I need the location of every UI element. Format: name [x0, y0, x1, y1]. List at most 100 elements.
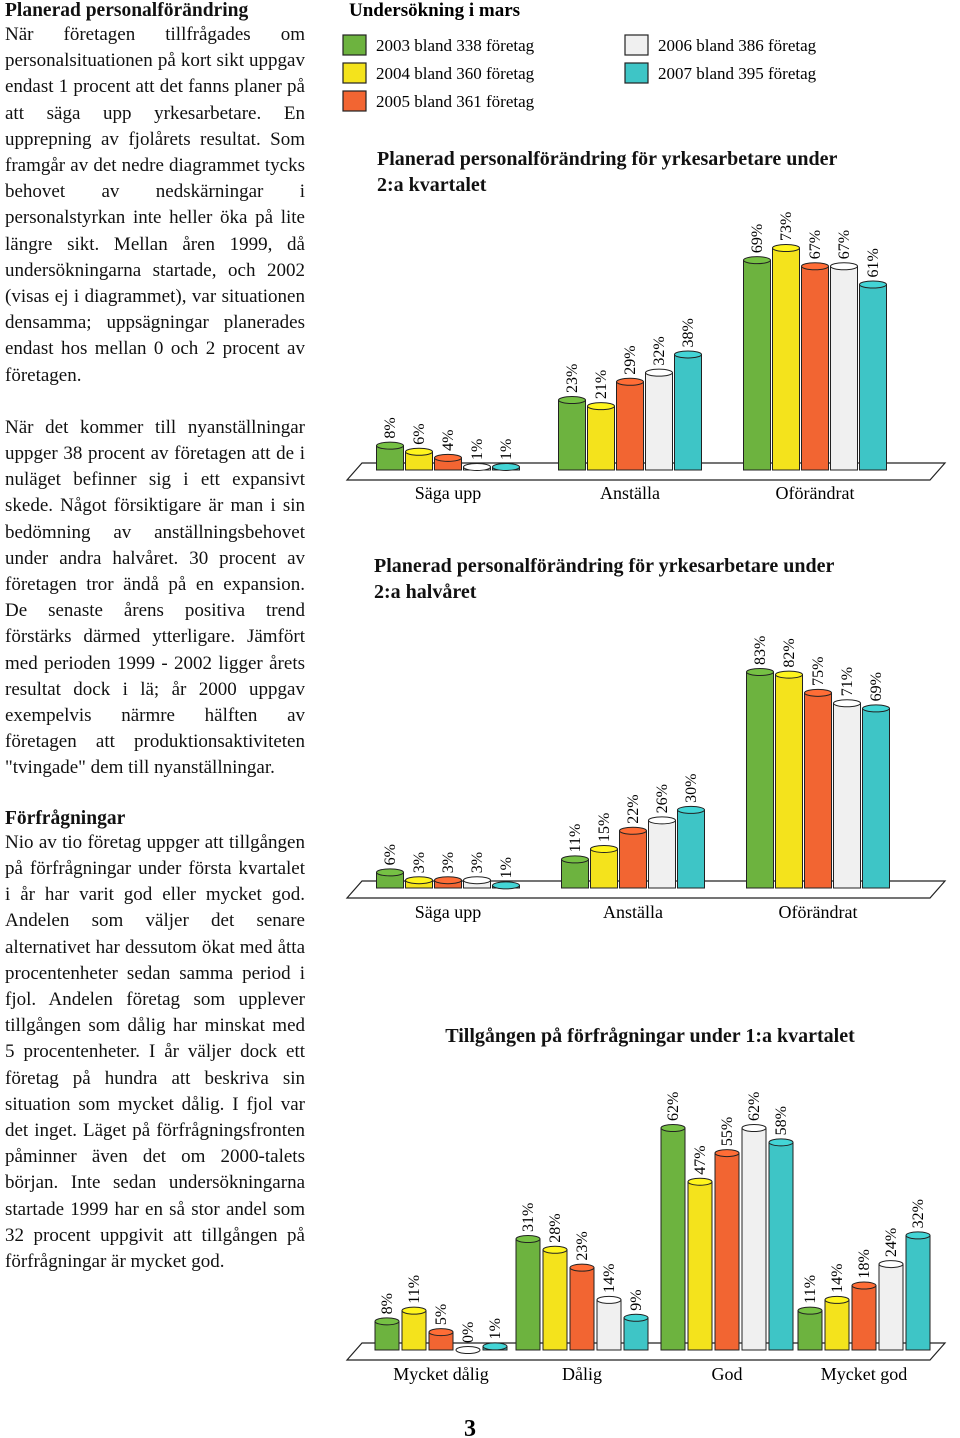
bar-group	[590, 844, 618, 889]
value-label: 23%	[574, 1231, 591, 1260]
bar	[878, 1263, 904, 1351]
value-label: 1%	[469, 439, 486, 460]
bar-top	[542, 1245, 568, 1254]
legend-label: 2004 bland 360 företag	[376, 64, 535, 83]
bar-group	[482, 1342, 508, 1351]
bar-top	[660, 1124, 686, 1132]
bar-top	[772, 244, 800, 252]
category-label: Dålig	[562, 1364, 602, 1384]
chart-title: Planerad personalförändring för yrkesarb…	[374, 555, 834, 603]
value-label: 1%	[498, 439, 515, 460]
category-label: Anställa	[603, 902, 663, 922]
bar-group	[434, 876, 462, 889]
bar	[772, 247, 800, 471]
bar-group	[558, 396, 586, 471]
value-label: 1%	[498, 857, 515, 878]
value-label: 67%	[807, 230, 824, 259]
value-label: 0%	[460, 1322, 477, 1343]
bar-group	[596, 1295, 622, 1351]
page-number: 3	[464, 1416, 476, 1438]
bar-group	[830, 262, 858, 471]
bar	[797, 1310, 823, 1351]
bar	[376, 445, 404, 471]
bar-top	[619, 826, 647, 835]
value-label: 23%	[564, 364, 581, 393]
bar-group	[492, 462, 520, 471]
value-label: 47%	[692, 1145, 709, 1174]
bar-top	[405, 876, 433, 885]
bar	[590, 848, 618, 889]
value-label: 28%	[547, 1213, 564, 1242]
category-label: Mycket dålig	[393, 1364, 488, 1384]
bar-top	[587, 402, 615, 411]
bar	[862, 707, 890, 889]
legend-swatch	[624, 62, 649, 84]
bar-top	[463, 462, 491, 471]
bar-top	[596, 1295, 622, 1304]
value-label: 69%	[868, 672, 885, 701]
bar-group	[648, 816, 676, 889]
bar	[619, 830, 647, 889]
bar-top	[434, 453, 462, 462]
bar	[687, 1181, 713, 1351]
heading: Förfrågningar	[5, 807, 126, 829]
value-label: 82%	[781, 638, 798, 667]
bar	[542, 1249, 568, 1351]
category-label: Säga upp	[415, 902, 482, 922]
bar-group	[824, 1295, 850, 1351]
bar-group	[772, 244, 800, 471]
value-label: 11%	[406, 1275, 423, 1304]
value-label: 62%	[665, 1092, 682, 1121]
bar-group	[743, 256, 771, 471]
bar-top	[492, 462, 520, 471]
bar-group	[405, 447, 433, 471]
bar	[660, 1127, 686, 1351]
bar-group	[434, 453, 462, 471]
bar	[801, 265, 829, 471]
bar-group	[376, 441, 404, 471]
bar-top	[878, 1260, 904, 1269]
bar-top	[623, 1313, 649, 1322]
bar-group	[797, 1306, 823, 1351]
bar-top	[558, 396, 586, 405]
value-label: 11%	[802, 1275, 819, 1304]
bar-top	[862, 704, 890, 713]
bar-top	[455, 1346, 481, 1354]
bar	[674, 353, 702, 471]
bar-top	[405, 447, 433, 456]
bar-group	[616, 377, 644, 471]
bar	[859, 283, 887, 471]
bar-group	[862, 704, 890, 889]
value-label: 71%	[839, 667, 856, 696]
bar-group	[428, 1328, 454, 1351]
value-label: 4%	[440, 430, 457, 451]
legend-swatch	[342, 34, 367, 56]
bar-top	[851, 1281, 877, 1290]
value-label: 22%	[625, 794, 642, 823]
bar-top	[859, 280, 887, 289]
bar-top	[515, 1235, 541, 1243]
bar	[558, 399, 586, 471]
value-label: 9%	[628, 1289, 645, 1310]
bar	[743, 259, 771, 471]
bar	[833, 702, 861, 889]
bar-group	[561, 855, 589, 889]
bar-top	[804, 688, 832, 697]
bar-group	[674, 350, 702, 471]
bar-top	[482, 1342, 508, 1351]
value-label: 75%	[810, 656, 827, 685]
paragraph: När företagen tillfrågades om personalsi…	[5, 24, 305, 386]
bar	[616, 381, 644, 471]
value-label: 30%	[683, 774, 700, 803]
legend-label: 2006 bland 386 företag	[658, 36, 817, 55]
legend-label: 2005 bland 361 företag	[376, 92, 535, 111]
chart-title: Planerad personalförändring för yrkesarb…	[377, 148, 837, 196]
value-label: 3%	[440, 852, 457, 873]
legend-label: 2007 bland 395 företag	[658, 64, 817, 83]
bar-group	[623, 1313, 649, 1351]
bar-top	[905, 1231, 931, 1240]
legend-swatch	[342, 90, 367, 112]
bar-group	[714, 1149, 740, 1351]
